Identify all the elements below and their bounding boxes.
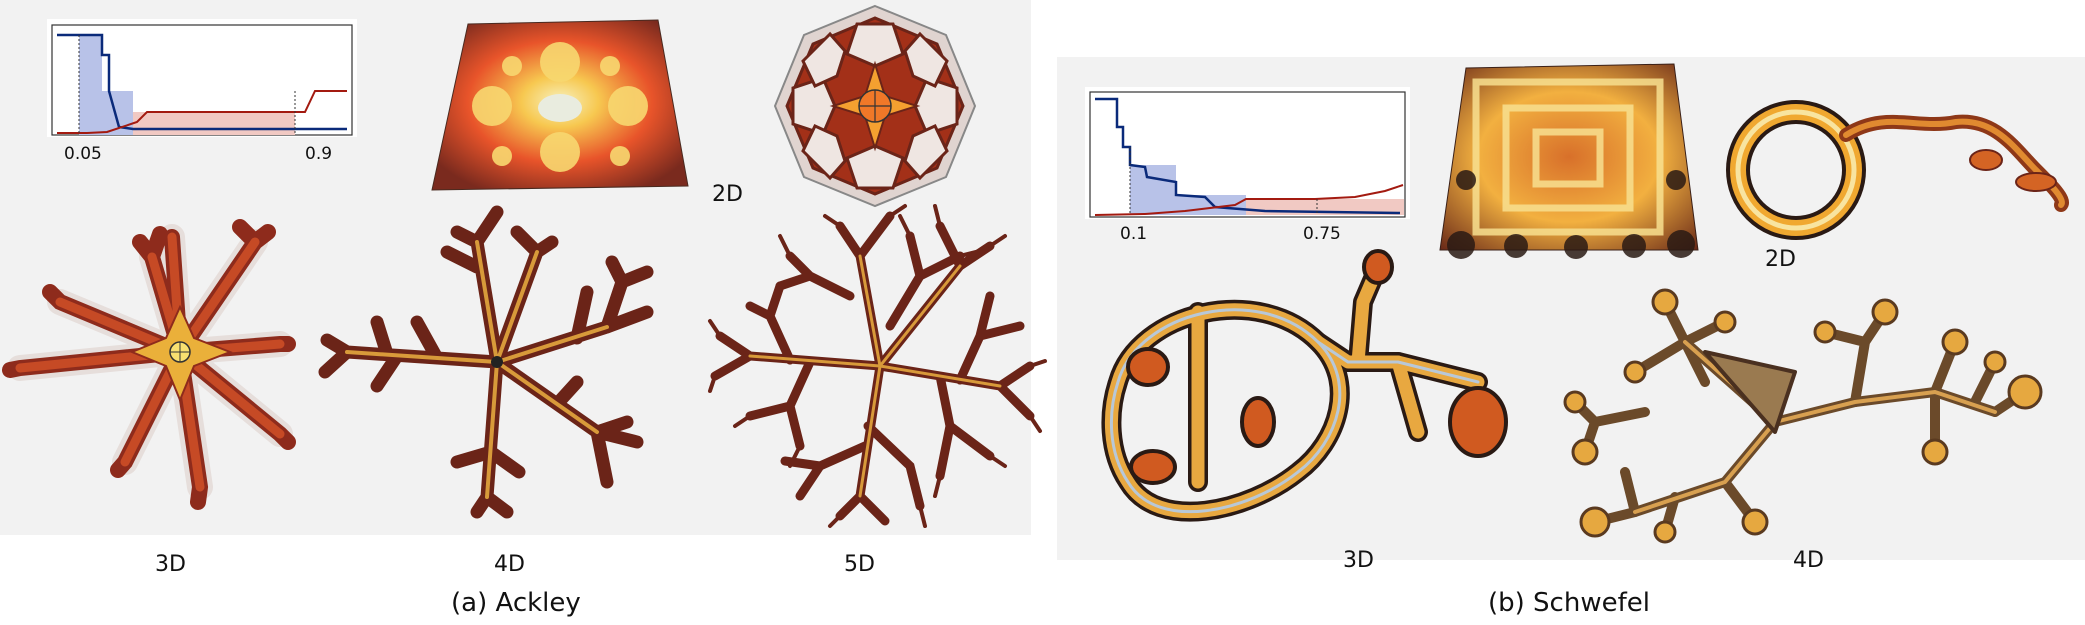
label-4d-schwefel: 4D <box>1793 548 1824 573</box>
persistence-plot-ackley <box>51 24 353 136</box>
label-3d-schwefel: 3D <box>1343 548 1374 573</box>
persistence-inset-ackley <box>47 19 357 137</box>
blue-area <box>79 35 102 135</box>
label-5d-ackley: 5D <box>844 552 875 577</box>
red-curve <box>1094 184 1404 216</box>
ackley-4d-tree <box>318 205 654 519</box>
red-curve <box>57 90 347 134</box>
blue-curve <box>1095 97 1401 215</box>
schwefel-4d-tree <box>1563 288 2043 544</box>
caption-schwefel: (b) Schwefel <box>1488 588 1650 618</box>
inset-tick-right: 0.9 <box>305 144 333 164</box>
inset-tick-left: 0.1 <box>1120 224 1148 244</box>
persistence-plot-schwefel <box>1089 91 1406 218</box>
schwefel-2d-surface <box>1439 63 1699 259</box>
blue-curve <box>57 33 347 131</box>
ackley-3d-tree <box>2 219 296 510</box>
red-area <box>133 112 295 135</box>
inset-tick-right: 0.75 <box>1303 224 1341 244</box>
label-2d-schwefel: 2D <box>1765 247 1796 272</box>
inset-tick-left: 0.05 <box>64 144 102 164</box>
ackley-5d-tree <box>708 204 1047 528</box>
label-2d-ackley: 2D <box>712 182 743 207</box>
persistence-inset-schwefel <box>1085 87 1410 219</box>
schwefel-3d-tree <box>1101 249 1508 522</box>
ackley-2d-tree <box>773 4 977 208</box>
label-4d-ackley: 4D <box>494 552 525 577</box>
blue-area <box>1130 165 1176 215</box>
schwefel-2d-tree <box>1726 100 2069 240</box>
caption-ackley: (a) Ackley <box>451 588 581 618</box>
label-3d-ackley: 3D <box>155 552 186 577</box>
ackley-2d-surface <box>431 19 689 191</box>
